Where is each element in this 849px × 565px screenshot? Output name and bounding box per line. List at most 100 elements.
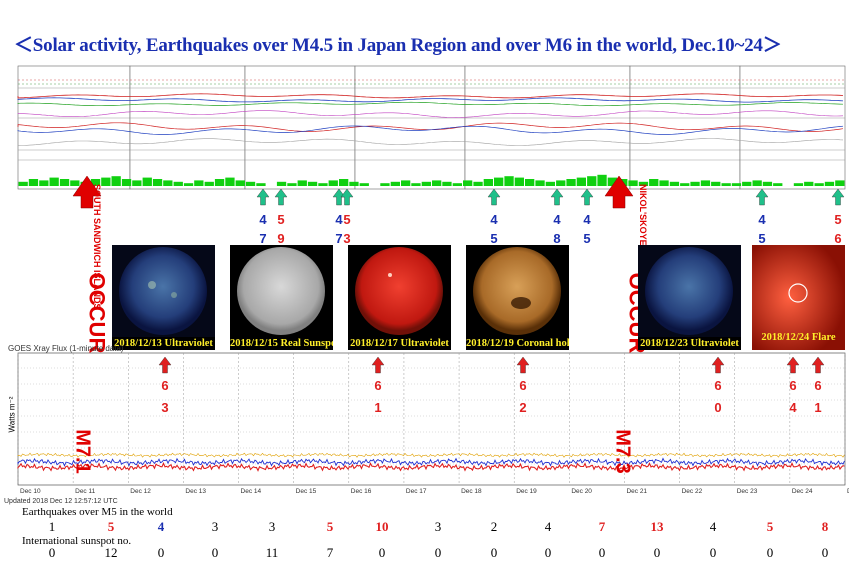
kp-bar <box>587 176 597 186</box>
sat-trace <box>17 93 844 99</box>
red-arrow <box>158 356 172 374</box>
photo-caption: 2018/12/23 Ultraviolet <box>638 337 741 350</box>
sunspot-count: 0 <box>766 545 774 560</box>
kp-bar <box>173 181 183 186</box>
kp-bar <box>28 179 39 186</box>
top-marker-digit: 5 <box>343 212 350 227</box>
mid-marker-digit: 6 <box>161 378 168 393</box>
sunspot-count: 0 <box>211 545 219 560</box>
kp-bar <box>669 181 680 186</box>
kp-bar <box>328 180 338 186</box>
kp-bar <box>18 181 28 186</box>
mid-marker-digit: 6 <box>519 378 526 393</box>
kp-bar <box>525 179 535 186</box>
kp-bar <box>307 181 318 186</box>
xray-trace <box>17 457 845 467</box>
earthquake-count: 5 <box>107 519 115 534</box>
kp-bar <box>700 180 711 186</box>
top-marker-digit: 5 <box>277 212 284 227</box>
top-marker-digit: 4 <box>758 212 766 227</box>
mid-marker-digit: 4 <box>789 400 797 415</box>
top-marker-digit: 4 <box>335 212 343 227</box>
xray-date-label: Dec 13 <box>185 488 206 495</box>
kp-bar <box>411 183 421 186</box>
kp-bar <box>607 177 617 186</box>
kp-bar <box>556 180 566 186</box>
top-marker-digit: 5 <box>758 231 765 246</box>
kp-bar <box>762 181 773 186</box>
xray-date-label: Dec 21 <box>626 488 647 495</box>
photo-dec13-ultraviolet: 2018/12/13 Ultraviolet <box>112 245 215 350</box>
kp-bar <box>142 177 152 186</box>
xray-date-label: Dec 23 <box>737 488 758 495</box>
earthquake-count: 3 <box>434 519 442 534</box>
top-marker-digit: 5 <box>583 231 590 246</box>
kp-bar <box>731 183 742 186</box>
kp-bar <box>483 179 493 186</box>
kp-bar <box>463 180 473 186</box>
kp-bar <box>545 181 555 186</box>
kp-bar <box>514 177 524 186</box>
green-arrow <box>256 188 270 206</box>
sunspot-count: 0 <box>544 545 552 560</box>
kp-bar <box>49 177 59 186</box>
kp-bar <box>380 183 390 186</box>
kp-bar <box>225 177 235 186</box>
kp-bar <box>111 176 121 186</box>
kp-bar <box>163 180 173 186</box>
kp-bar <box>793 183 804 186</box>
top-marker-digit: 6 <box>834 231 841 246</box>
green-arrow <box>550 188 564 206</box>
xray-date-label: Dec 10 <box>20 488 41 495</box>
kp-bar <box>401 180 411 186</box>
top-marker-digit: 4 <box>553 212 561 227</box>
kp-bar <box>318 183 328 186</box>
sunspot-count: 0 <box>48 545 56 560</box>
earthquake-count: 5 <box>766 519 774 534</box>
sunspot-count: 0 <box>434 545 442 560</box>
page-title: ＜Solar activity, Earthquakes over M4.5 i… <box>14 35 782 56</box>
photo-dec24-flare: 2018/12/24 Flare <box>752 245 845 350</box>
top-marker-digit: 5 <box>490 231 497 246</box>
kp-bar <box>742 181 752 186</box>
kp-bar <box>690 181 700 186</box>
sat-trace <box>17 101 844 107</box>
mid-marker-digit: 6 <box>374 378 381 393</box>
top-marker-digit: 9 <box>277 231 284 246</box>
earthquakes-label: Earthquakes over M5 in the world <box>22 506 173 518</box>
sunspot-count: 0 <box>821 545 829 560</box>
mid-marker-digit: 6 <box>789 378 796 393</box>
kp-bar <box>183 183 194 186</box>
kp-bar <box>638 181 649 186</box>
kp-bar <box>597 174 607 186</box>
sat-segment <box>244 65 356 190</box>
satellite-environment-panels <box>17 65 846 190</box>
photo-caption: 2018/12/15 Real Sunspot <box>230 337 333 350</box>
kp-bar <box>287 183 297 186</box>
top-marker-digit: 4 <box>490 212 498 227</box>
red-arrow <box>516 356 530 374</box>
kp-bar <box>359 183 369 186</box>
kp-bar <box>39 180 49 186</box>
kp-bar <box>194 180 204 186</box>
occur-label: OCCUR <box>84 272 110 354</box>
xray-date-label: Dec 20 <box>571 488 592 495</box>
green-arrow <box>580 188 594 206</box>
kp-bar <box>628 180 638 186</box>
sunspot-count: 0 <box>378 545 386 560</box>
earthquake-count: 3 <box>211 519 219 534</box>
kp-bar <box>752 180 762 186</box>
occur-arrow-2 <box>604 175 634 209</box>
kp-bar <box>773 183 783 186</box>
mid-marker-digit: 2 <box>519 400 526 415</box>
occur-mag: M7.1 <box>71 429 94 474</box>
kp-bar <box>835 180 845 186</box>
photo-dec19-coronal-hole: 2018/12/19 Coronal hole <box>466 245 569 350</box>
top-marker-digit: 8 <box>553 231 560 246</box>
kp-bar <box>421 181 431 186</box>
sunspot-count: 0 <box>157 545 165 560</box>
top-marker-digit: 4 <box>259 212 267 227</box>
kp-bar <box>711 181 721 186</box>
